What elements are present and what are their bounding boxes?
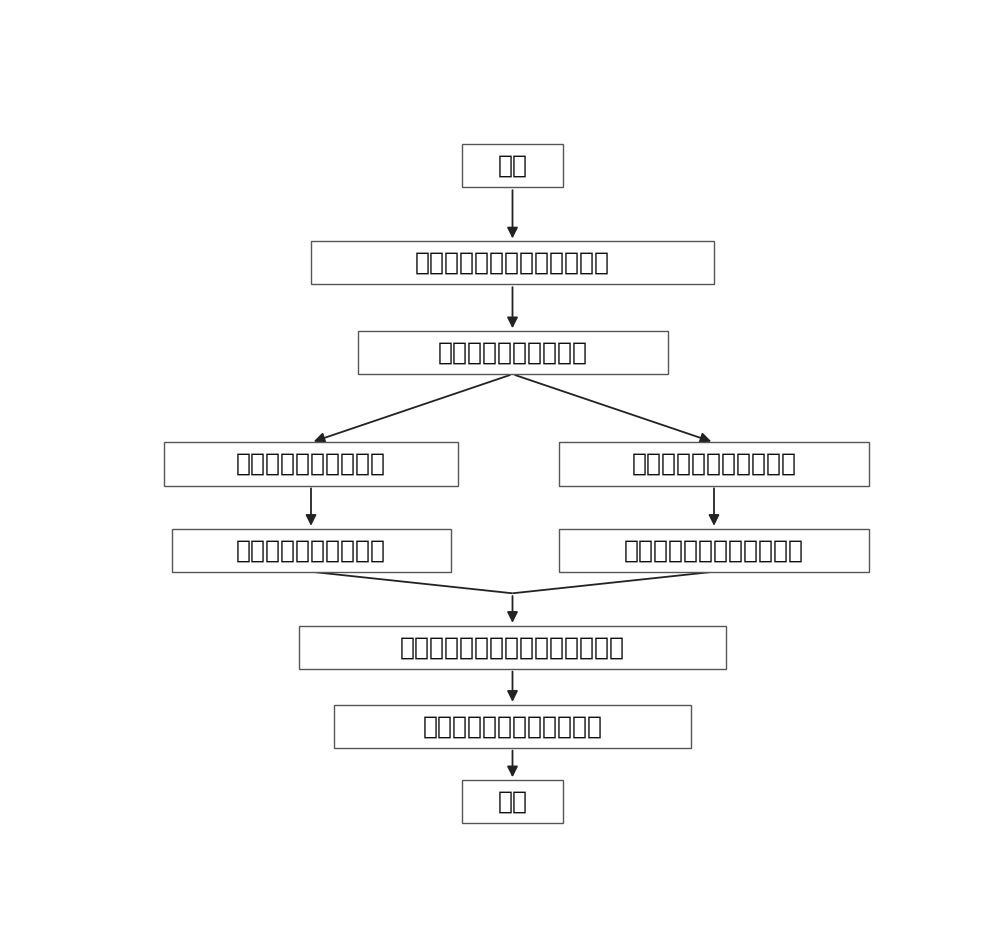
Text: 滑坡动力加载率及评价参数的确定: 滑坡动力加载率及评价参数的确定: [400, 635, 625, 660]
FancyBboxPatch shape: [462, 145, 563, 188]
Text: 位移速率监测与数据处理: 位移速率监测与数据处理: [632, 452, 796, 476]
Text: 边坡稳定性评价与监测预警: 边坡稳定性评价与监测预警: [422, 714, 602, 738]
Text: 滑坡动力加载率的确定: 滑坡动力加载率的确定: [236, 538, 386, 563]
FancyBboxPatch shape: [358, 331, 668, 374]
FancyBboxPatch shape: [299, 626, 726, 669]
FancyBboxPatch shape: [462, 780, 563, 823]
Text: 监测设备的布置与安装: 监测设备的布置与安装: [438, 341, 588, 365]
FancyBboxPatch shape: [559, 442, 869, 485]
Text: 滑坡位移监测点与基准点选取: 滑坡位移监测点与基准点选取: [415, 251, 610, 275]
FancyBboxPatch shape: [311, 242, 714, 285]
FancyBboxPatch shape: [334, 704, 691, 747]
FancyBboxPatch shape: [164, 442, 458, 485]
Text: 滑坡位移动力响应率的确定: 滑坡位移动力响应率的确定: [624, 538, 804, 563]
Text: 开始: 开始: [498, 154, 528, 178]
Text: 结束: 结束: [498, 789, 528, 814]
Text: 降雨量监测与数据处理: 降雨量监测与数据处理: [236, 452, 386, 476]
FancyBboxPatch shape: [172, 529, 450, 572]
FancyBboxPatch shape: [559, 529, 869, 572]
